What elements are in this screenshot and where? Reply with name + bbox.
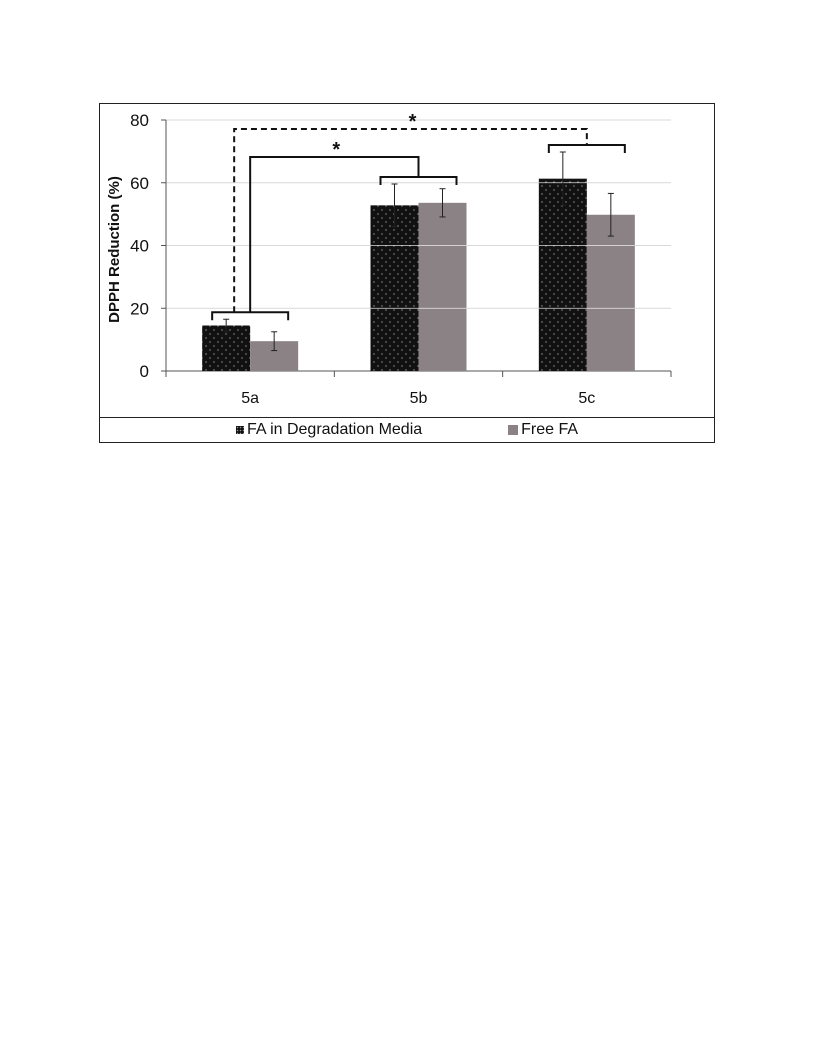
y-tick-label: 80 — [130, 111, 149, 130]
bar-degradation-media — [538, 178, 587, 371]
bar-degradation-media — [202, 325, 251, 371]
significance-line-dashed — [233, 128, 588, 313]
y-tick-label: 60 — [130, 174, 149, 193]
legend: FA in Degradation Media Free FA — [100, 417, 714, 442]
group-bracket — [379, 176, 458, 186]
bar-free-fa — [586, 214, 635, 371]
bar-chart: 0 20 40 60 80 DPPH Reduction (%) 5a 5b 5c * * — [106, 111, 672, 407]
significance-star: * — [409, 111, 417, 133]
legend-label-free-fa: Free FA — [521, 421, 579, 438]
y-tick-label: 0 — [140, 362, 149, 381]
y-tick-label: 20 — [130, 299, 149, 318]
bar-free-fa — [418, 202, 467, 371]
x-tick-label: 5c — [578, 390, 595, 407]
significance-star: * — [332, 139, 340, 161]
x-tick-label: 5b — [410, 390, 428, 407]
y-tick-label: 40 — [130, 237, 149, 256]
group-bracket — [547, 144, 626, 154]
legend-swatch-dotted — [235, 426, 244, 434]
x-tick-label: 5a — [241, 390, 259, 407]
significance-line-solid — [249, 156, 420, 313]
chart-figure: 0 20 40 60 80 DPPH Reduction (%) 5a 5b 5c * * FA i… — [99, 103, 715, 443]
legend-item-free-fa: Free FA — [508, 421, 578, 439]
bar-degradation-media — [370, 205, 419, 371]
legend-item-degradation-media: FA in Degradation Media — [235, 421, 423, 439]
legend-label-degradation-media: FA in Degradation Media — [246, 421, 423, 438]
y-axis-label: DPPH Reduction (%) — [106, 176, 123, 323]
legend-swatch-solid — [508, 425, 519, 435]
